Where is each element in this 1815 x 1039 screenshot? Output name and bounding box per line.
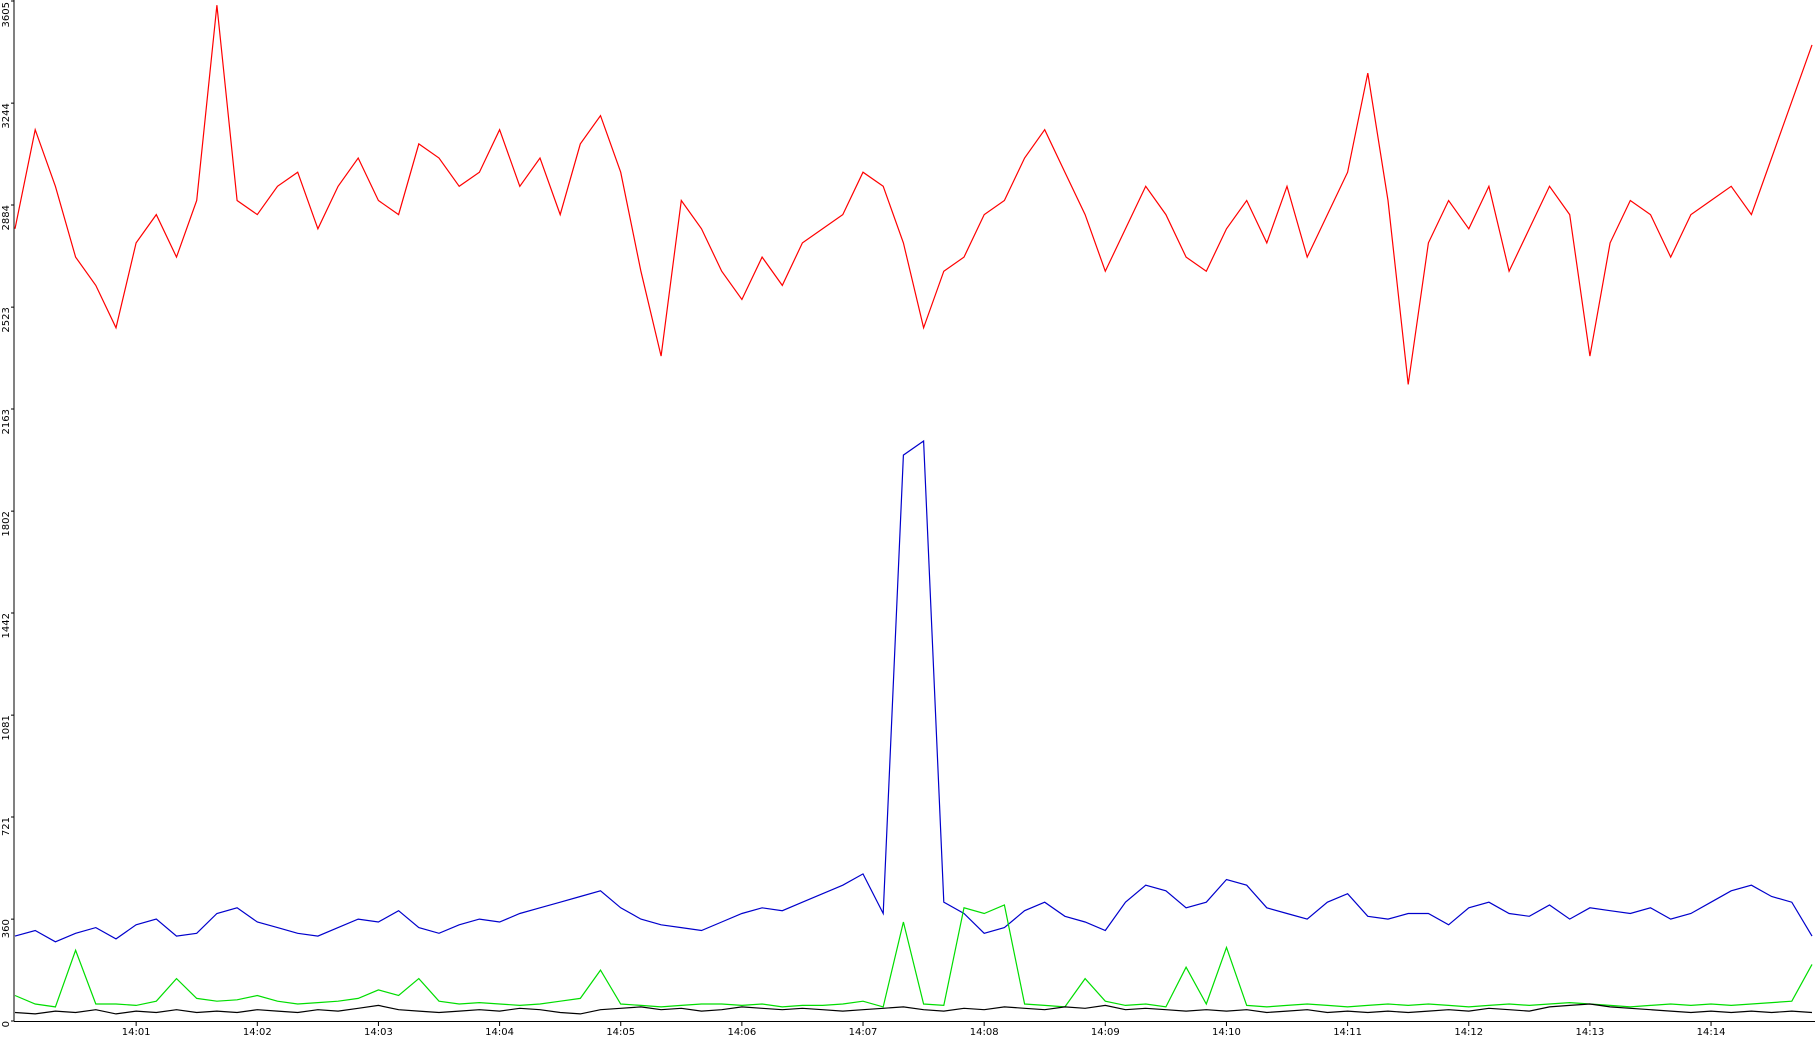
x-tick-label: 14:02 [243, 1027, 272, 1038]
y-tick-label: 2163 [1, 409, 12, 434]
y-tick-label: 1442 [1, 613, 12, 638]
x-tick-label: 14:03 [364, 1027, 393, 1038]
x-tick-label: 14:10 [1212, 1027, 1241, 1038]
x-tick-label: 14:09 [1091, 1027, 1120, 1038]
x-tick-label: 14:08 [970, 1027, 999, 1038]
x-tick-label: 14:14 [1697, 1027, 1726, 1038]
series-line [14, 439, 1813, 943]
x-tick-label: 14:13 [1575, 1027, 1604, 1038]
x-tick-label: 14:11 [1333, 1027, 1362, 1038]
y-tick-label: 3605 [1, 2, 12, 27]
series-line [14, 5, 1813, 385]
x-tick-label: 14:05 [606, 1027, 635, 1038]
series-line [14, 1003, 1813, 1015]
y-tick-label: 0 [1, 1021, 12, 1027]
x-tick-label: 14:06 [727, 1027, 756, 1038]
series-line [14, 904, 1813, 1008]
x-tick-label: 14:04 [485, 1027, 514, 1038]
y-tick-label: 1081 [1, 715, 12, 740]
y-tick-label: 721 [1, 817, 12, 836]
y-tick-label: 360 [1, 919, 12, 938]
x-tick-label: 14:07 [849, 1027, 878, 1038]
y-tick-label: 2884 [1, 205, 12, 230]
y-tick-label: 2523 [1, 307, 12, 332]
y-tick-label: 1802 [1, 511, 12, 536]
y-tick-label: 3244 [1, 103, 12, 128]
x-tick-label: 14:01 [122, 1027, 151, 1038]
x-tick-label: 14:12 [1454, 1027, 1483, 1038]
